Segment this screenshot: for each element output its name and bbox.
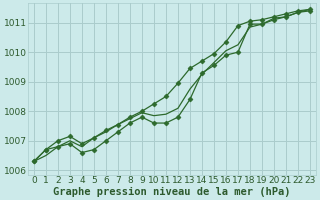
- X-axis label: Graphe pression niveau de la mer (hPa): Graphe pression niveau de la mer (hPa): [53, 186, 291, 197]
